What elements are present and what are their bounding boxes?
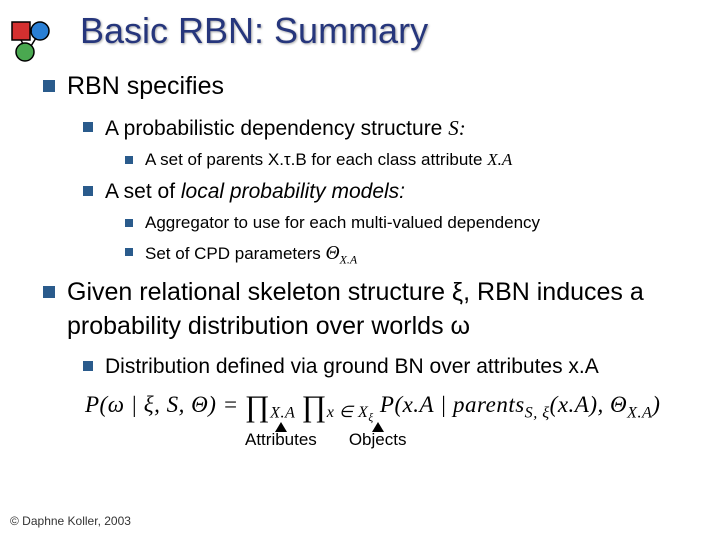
text-skeleton: Given relational skeleton structure ξ, R…	[67, 276, 695, 344]
slide-title: Basic RBN: Summary	[80, 10, 695, 52]
bullet-icon	[125, 248, 133, 256]
text-distribution: Distribution defined via ground BN over …	[105, 353, 599, 381]
logo-icon	[10, 20, 52, 62]
bullet-icon	[125, 156, 133, 164]
text-cpd: Set of CPD parameters ΘX.A	[145, 241, 357, 267]
bullet-lvl3: Set of CPD parameters ΘX.A	[125, 241, 695, 267]
bullet-lvl2: A set of local probability models:	[83, 178, 695, 206]
arrow-objects: Objects	[349, 422, 407, 450]
text-rbn-specifies: RBN specifies	[67, 70, 224, 104]
copyright: © Daphne Koller, 2003	[10, 514, 131, 528]
formula: P(ω | ξ, S, Θ) = ∏X.A ∏x ∈ Xξ P(x.A | pa…	[85, 390, 695, 425]
arrow-labels: Attributes Objects	[245, 422, 695, 450]
bullet-lvl1: Given relational skeleton structure ξ, R…	[43, 276, 695, 344]
bullet-icon	[83, 361, 93, 371]
bullet-lvl2: Distribution defined via ground BN over …	[83, 353, 695, 381]
text-aggregator: Aggregator to use for each multi-valued …	[145, 212, 540, 235]
bullet-lvl2: A probabilistic dependency structure S:	[83, 114, 695, 143]
arrow-attributes: Attributes	[245, 422, 317, 450]
bullet-lvl1: RBN specifies	[43, 70, 695, 104]
bullet-lvl3: Aggregator to use for each multi-valued …	[125, 212, 695, 235]
bullet-icon	[83, 186, 93, 196]
text-local-models: A set of local probability models:	[105, 178, 405, 206]
bullet-icon	[83, 122, 93, 132]
bullet-icon	[43, 286, 55, 298]
bullet-icon	[125, 219, 133, 227]
bullet-lvl3: A set of parents X.τ.B for each class at…	[125, 149, 695, 172]
text-parents: A set of parents X.τ.B for each class at…	[145, 149, 512, 172]
text-dep-structure: A probabilistic dependency structure S:	[105, 114, 466, 143]
bullet-icon	[43, 80, 55, 92]
